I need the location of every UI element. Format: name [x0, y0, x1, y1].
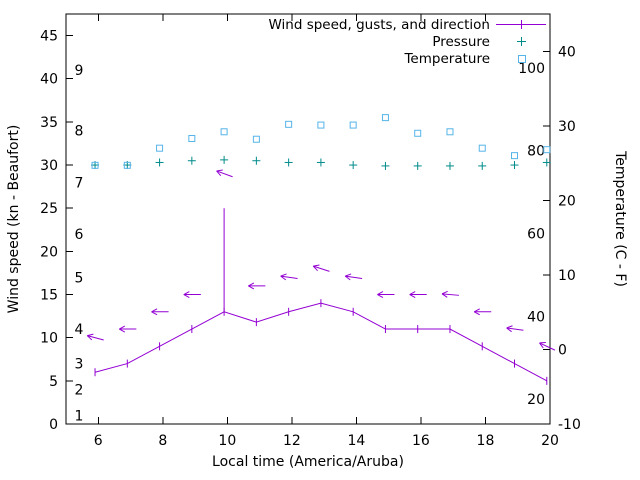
y-right-axis-ticks: -10 0 10 20 30 40 — [543, 44, 581, 433]
legend-label-pressure: Pressure — [432, 33, 490, 50]
wind-direction-arrow-icon — [151, 308, 169, 316]
pressure-series-marker-icon — [496, 37, 546, 46]
temperature-points — [91, 114, 551, 169]
wind-series-marker-icon — [496, 20, 546, 29]
beaufort-scale-labels: 1 2 3 4 5 6 7 8 9 — [75, 63, 84, 424]
svg-text:0: 0 — [558, 342, 567, 358]
svg-text:3: 3 — [75, 357, 84, 373]
svg-text:20: 20 — [558, 193, 576, 209]
x-axis-ticks: 6 8 10 12 14 16 18 20 — [94, 14, 559, 449]
svg-text:80: 80 — [527, 144, 545, 160]
legend-label-temperature: Temperature — [404, 50, 490, 67]
fahrenheit-scale-labels: 20 40 60 80 100 — [518, 61, 545, 408]
svg-text:18: 18 — [477, 433, 495, 449]
svg-text:1: 1 — [75, 408, 84, 424]
wind-direction-arrow-icon — [539, 342, 556, 351]
svg-text:35: 35 — [40, 115, 58, 131]
wind-direction-arrow-icon — [248, 282, 266, 290]
svg-text:12: 12 — [283, 433, 301, 449]
svg-text:8: 8 — [75, 124, 84, 140]
svg-text:8: 8 — [158, 433, 167, 449]
y-right-axis-title: Temperature (C - F) — [612, 151, 628, 287]
legend-item-pressure: Pressure — [432, 33, 546, 50]
svg-text:6: 6 — [94, 433, 103, 449]
svg-text:40: 40 — [40, 72, 58, 88]
svg-text:2: 2 — [75, 382, 84, 398]
wind-direction-arrow-icon — [183, 291, 201, 298]
chart-legend: Wind speed, gusts, and direction Pressur… — [268, 16, 546, 67]
svg-text:10: 10 — [218, 433, 236, 449]
wind-direction-arrow-icon — [86, 333, 104, 341]
svg-text:45: 45 — [40, 29, 58, 45]
svg-text:4: 4 — [75, 322, 84, 338]
y-left-axis-ticks: 0 5 10 15 20 25 30 35 40 45 — [40, 29, 73, 433]
temperature-series-marker-icon — [496, 54, 546, 63]
wind-direction-arrow-icon — [216, 169, 233, 178]
svg-text:7: 7 — [75, 175, 84, 191]
wind-direction-arrow-icon — [474, 308, 492, 316]
svg-text:14: 14 — [347, 433, 365, 449]
wind-direction-arrows — [86, 169, 556, 351]
svg-text:100: 100 — [518, 61, 545, 77]
svg-text:40: 40 — [558, 44, 576, 60]
plot-border — [65, 13, 551, 425]
svg-text:20: 20 — [527, 392, 545, 408]
svg-text:9: 9 — [75, 63, 84, 79]
svg-text:30: 30 — [40, 158, 58, 174]
svg-text:10: 10 — [40, 331, 58, 347]
svg-text:10: 10 — [558, 268, 576, 284]
legend-item-temperature: Temperature — [404, 50, 546, 67]
svg-text:25: 25 — [40, 201, 58, 217]
svg-text:20: 20 — [40, 244, 58, 260]
svg-text:-10: -10 — [558, 417, 581, 433]
legend-item-wind: Wind speed, gusts, and direction — [268, 16, 546, 33]
svg-text:16: 16 — [412, 433, 430, 449]
pressure-points — [91, 155, 551, 170]
svg-text:20: 20 — [541, 433, 559, 449]
wind-direction-arrow-icon — [441, 290, 459, 298]
svg-text:30: 30 — [558, 119, 576, 135]
wind-direction-arrow-icon — [344, 273, 363, 281]
svg-text:0: 0 — [49, 417, 58, 433]
svg-text:6: 6 — [75, 227, 84, 243]
wind-speed-line — [94, 299, 548, 385]
svg-text:5: 5 — [75, 270, 84, 286]
wind-direction-arrow-icon — [119, 325, 137, 333]
legend-label-wind: Wind speed, gusts, and direction — [268, 16, 490, 33]
wind-direction-arrow-icon — [280, 273, 298, 281]
svg-text:5: 5 — [49, 374, 58, 390]
wind-direction-arrow-icon — [312, 264, 330, 272]
wind-direction-arrow-icon — [409, 291, 427, 298]
svg-text:15: 15 — [40, 288, 58, 304]
svg-text:40: 40 — [527, 309, 545, 325]
svg-text:60: 60 — [527, 226, 545, 242]
y-left-axis-title: Wind speed (kn - Beaufort) — [6, 124, 22, 314]
wind-direction-arrow-icon — [377, 291, 395, 298]
x-axis-title: Local time (America/Aruba) — [212, 454, 404, 470]
wind-direction-arrow-icon — [506, 325, 524, 333]
